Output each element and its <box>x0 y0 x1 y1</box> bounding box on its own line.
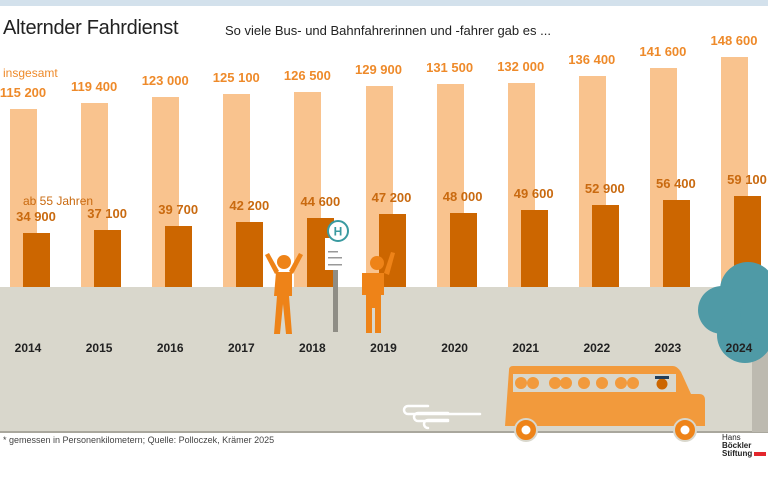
top-bar <box>0 0 768 6</box>
bus-icon <box>505 366 705 442</box>
label-over55: 56 400 <box>656 175 696 191</box>
label-total: 131 500 <box>426 59 474 75</box>
hans-boeckler-stiftung-logo: Hans Böckler Stiftung <box>722 434 768 458</box>
year-label: 2014 <box>14 341 42 355</box>
bar-over55 <box>449 212 477 287</box>
label-over55: 42 200 <box>229 197 270 213</box>
year-label: 2022 <box>583 341 611 355</box>
year-label: 2023 <box>654 341 682 355</box>
year-label: 2019 <box>370 341 397 355</box>
chart-subtitle: So viele Bus- und Bahnfahrerinnen und -f… <box>225 23 551 38</box>
label-total: 136 400 <box>568 52 616 68</box>
legend-total: insgesamt <box>3 66 58 80</box>
bar-over55 <box>520 210 548 287</box>
footnote: * gemessen in Personenkilometern; Quelle… <box>3 435 275 445</box>
bar-over55 <box>662 199 690 287</box>
label-total: 115 200 <box>0 85 47 100</box>
label-over55: 39 700 <box>158 201 199 217</box>
label-total: 129 900 <box>355 62 402 78</box>
year-label: 2016 <box>156 341 184 355</box>
label-over55: 48 000 <box>442 188 483 204</box>
label-total: 132 000 <box>497 59 545 75</box>
bar-over55 <box>236 221 264 287</box>
wind-lines-icon <box>402 404 482 430</box>
label-total: 123 000 <box>141 72 189 88</box>
bar-over55 <box>23 233 50 287</box>
label-over55: 44 600 <box>300 194 341 210</box>
year-label: 2018 <box>299 341 326 355</box>
label-over55: 47 200 <box>371 190 412 206</box>
label-over55: 37 100 <box>87 205 127 221</box>
road-line <box>0 431 768 433</box>
label-over55: 59 100 <box>727 171 767 187</box>
label-over55: 34 900 <box>16 209 56 225</box>
bar-over55 <box>591 205 619 287</box>
year-label: 2024 <box>725 341 753 355</box>
bus-stop-icon: H <box>325 220 349 332</box>
label-total: 148 600 <box>710 33 758 49</box>
bar-over55 <box>165 225 193 287</box>
person-cheering-icon <box>265 253 303 334</box>
label-total: 119 400 <box>70 78 118 94</box>
year-label: 2021 <box>512 341 540 355</box>
tree-icon <box>698 262 768 432</box>
bar-over55 <box>94 229 122 287</box>
year-label: 2015 <box>85 341 113 355</box>
person-waving-icon <box>362 252 395 333</box>
label-over55: 49 600 <box>513 186 554 202</box>
year-label: 2017 <box>227 341 255 355</box>
year-label: 2020 <box>441 341 468 355</box>
label-total: 141 600 <box>639 44 687 60</box>
svg-text:H: H <box>334 225 343 239</box>
legend-over55: ab 55 Jahren <box>23 194 94 208</box>
label-total: 125 100 <box>212 69 260 85</box>
page-title: Alternder Fahrdienst <box>3 17 179 39</box>
label-total: 126 500 <box>283 67 331 83</box>
label-over55: 52 900 <box>584 181 625 197</box>
